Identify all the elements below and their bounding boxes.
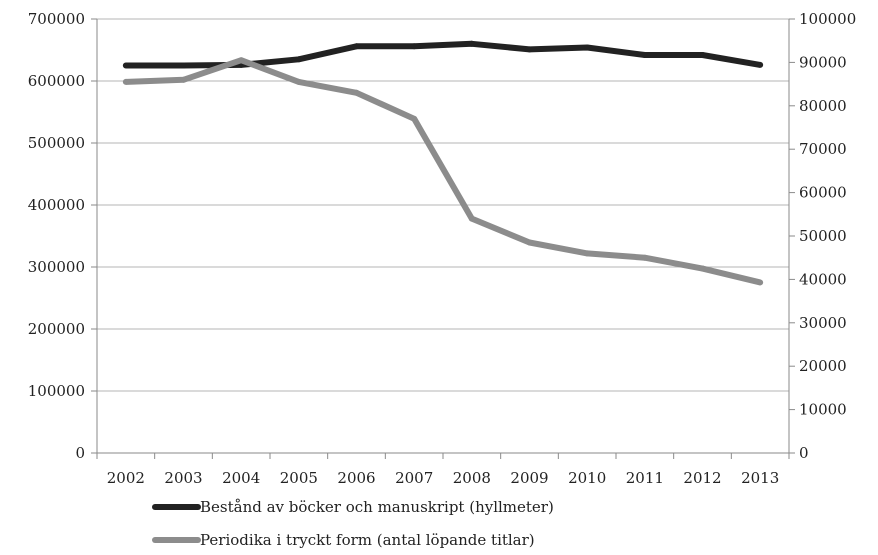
- x-tick-label: 2005: [280, 469, 318, 487]
- series-2-point: [353, 89, 360, 96]
- x-tick-label: 2004: [222, 469, 260, 487]
- series-2-point: [526, 239, 533, 246]
- series-1-point: [411, 43, 418, 50]
- left-tick-label: 300000: [28, 258, 85, 276]
- x-tick-label: 2003: [164, 469, 202, 487]
- right-tick-label: 80000: [799, 97, 847, 115]
- legend-label-1: Bestånd av böcker och manuskript (hyllme…: [200, 498, 554, 516]
- series-line-2: [125, 57, 761, 286]
- left-tick-label: 100000: [28, 382, 85, 400]
- x-axis-ticks: 2002 2003 2004 2005 2006 2007 2008 2009 2010 2011…: [107, 469, 780, 487]
- left-tick-label: 400000: [28, 196, 85, 214]
- series-2-point: [122, 78, 129, 85]
- series-2-point: [699, 265, 706, 272]
- axes: [91, 18, 795, 459]
- series-1-point: [353, 43, 360, 50]
- x-tick-label: 2008: [453, 469, 491, 487]
- legend-label-2: Periodika i tryckt form (antal löpande t…: [200, 531, 535, 549]
- right-tick-label: 0: [799, 444, 809, 462]
- series-2-point: [295, 78, 302, 85]
- series-1-point: [468, 40, 475, 47]
- series-1-point: [295, 56, 302, 63]
- right-tick-label: 40000: [799, 270, 847, 288]
- series-line-1: [125, 40, 761, 69]
- right-tick-label: 60000: [799, 184, 847, 202]
- left-tick-label: 200000: [28, 320, 85, 338]
- series-1-point: [699, 51, 706, 58]
- x-tick-label: 2013: [741, 469, 779, 487]
- right-y-axis-ticks: 0 10000 20000 30000 40000 50000 60000 70000 8000…: [799, 10, 856, 462]
- x-tick-label: 2007: [395, 469, 433, 487]
- right-tick-label: 20000: [799, 357, 847, 375]
- series-1-point: [122, 62, 129, 69]
- series-2-point: [584, 250, 591, 257]
- x-tick-label: 2010: [568, 469, 606, 487]
- right-tick-label: 10000: [799, 401, 847, 419]
- x-tick-label: 2009: [510, 469, 548, 487]
- right-tick-label: 90000: [799, 53, 847, 71]
- x-tick-label: 2006: [337, 469, 375, 487]
- series-2-point: [757, 279, 764, 286]
- series-1-point: [180, 62, 187, 69]
- series-1-point: [641, 51, 648, 58]
- left-tick-label: 700000: [28, 10, 85, 28]
- gridlines: [97, 18, 789, 392]
- series-1-point: [584, 44, 591, 51]
- series-2-point: [238, 57, 245, 64]
- legend: Bestånd av böcker och manuskript (hyllme…: [152, 498, 554, 549]
- right-tick-label: 30000: [799, 314, 847, 332]
- series-1-point: [757, 61, 764, 68]
- series-2-point: [641, 254, 648, 261]
- left-y-axis-ticks: 0 100000 200000 300000 400000 500000 600000 700…: [28, 10, 85, 462]
- right-tick-label: 50000: [799, 227, 847, 245]
- series-2-point: [411, 115, 418, 122]
- series-lines: [122, 40, 764, 286]
- x-tick-label: 2011: [626, 469, 664, 487]
- left-tick-label: 0: [75, 444, 85, 462]
- x-tick-label: 2012: [683, 469, 721, 487]
- series-1-point: [526, 46, 533, 53]
- right-tick-label: 70000: [799, 140, 847, 158]
- x-tick-label: 2002: [107, 469, 145, 487]
- right-tick-label: 100000: [799, 10, 856, 28]
- left-tick-label: 600000: [28, 72, 85, 90]
- series-2-point: [180, 76, 187, 83]
- left-tick-label: 500000: [28, 134, 85, 152]
- series-2-point: [468, 215, 475, 222]
